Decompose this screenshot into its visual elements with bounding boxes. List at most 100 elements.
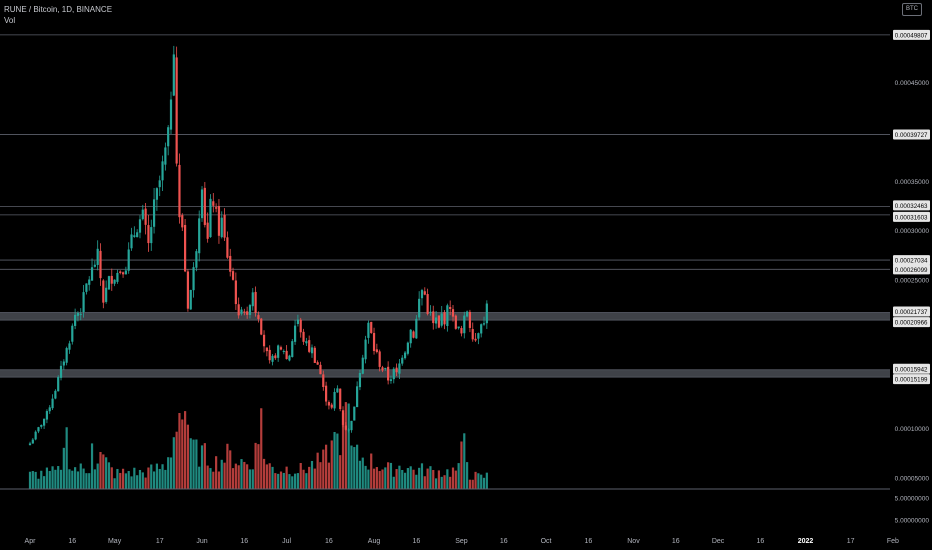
volume-bar xyxy=(88,473,91,489)
volume-bar xyxy=(313,468,316,489)
volume-bar xyxy=(412,469,415,489)
candle-body xyxy=(480,324,483,334)
time-tick-label: Jul xyxy=(282,538,291,545)
candle-body xyxy=(350,420,353,431)
candle-body xyxy=(217,205,221,236)
time-tick-label: Oct xyxy=(541,538,552,545)
price-axis[interactable]: 0.00045000 0.00035000 0.00030000 0.00025000… xyxy=(893,29,930,525)
price-level-label: 0.00015942 xyxy=(895,366,928,373)
price-level-tag xyxy=(893,29,930,40)
price-level-label: 0.00039727 xyxy=(895,132,928,139)
candle-body xyxy=(296,319,299,325)
volume-bar xyxy=(344,402,347,489)
volume-bar xyxy=(392,476,395,489)
candle-body xyxy=(200,189,204,219)
candle-body xyxy=(471,329,474,340)
candle-body xyxy=(40,424,43,427)
price-level-label: 0.00026099 xyxy=(895,267,928,274)
candle-body xyxy=(229,255,232,272)
volume-bar xyxy=(299,462,302,489)
volume-bar xyxy=(189,438,192,489)
volume-bar xyxy=(212,471,215,489)
volume-bar xyxy=(254,442,257,489)
candle-body xyxy=(138,219,142,233)
volume-bar xyxy=(54,469,57,489)
candle-body xyxy=(155,188,158,200)
candle-body xyxy=(310,347,314,354)
candle-body xyxy=(212,201,215,206)
volume-bar xyxy=(186,424,190,489)
price-level-tag xyxy=(893,255,930,266)
price-level-label: 0.00027034 xyxy=(895,258,928,265)
price-level-tag xyxy=(893,363,930,374)
time-tick-label: Jun xyxy=(196,538,207,545)
volume-bar xyxy=(274,473,277,489)
candle-body xyxy=(426,294,429,314)
candle-body xyxy=(406,342,409,354)
candle-body xyxy=(443,312,446,325)
volume-bar xyxy=(175,431,178,489)
candle-body xyxy=(113,279,116,284)
volume-bar xyxy=(130,476,133,489)
candle-body xyxy=(316,362,319,365)
candle-body xyxy=(415,318,418,339)
time-axis[interactable]: Apr 16 May 17 Jun 16 Jul 16 Aug 16 Sep 16 Oct 16 Nov 16… xyxy=(25,538,900,545)
candle-body xyxy=(282,350,285,352)
volume-bar xyxy=(121,468,125,489)
candle-body xyxy=(322,374,325,388)
candle-body xyxy=(302,331,305,342)
currency-button[interactable]: BTC xyxy=(902,3,922,16)
volume-bar xyxy=(102,454,105,489)
volume-bar xyxy=(336,433,339,489)
candle-body xyxy=(375,349,378,353)
volume-bar xyxy=(62,447,65,489)
volume-bar xyxy=(350,445,353,489)
volume-bar xyxy=(477,473,480,489)
volume-bar xyxy=(133,467,136,489)
volume-bar xyxy=(76,471,80,489)
candle-body xyxy=(220,217,223,238)
candle-body xyxy=(121,272,125,275)
volume-bar xyxy=(333,432,336,489)
candle-body xyxy=(401,357,404,364)
volume-bar xyxy=(246,464,249,489)
candle-body xyxy=(347,429,350,431)
candle-body xyxy=(285,350,288,360)
candle-body xyxy=(34,431,37,440)
price-tick-label: 0.00005000 xyxy=(895,476,930,483)
volume-label: Vol xyxy=(4,16,16,25)
candle-body xyxy=(440,313,443,326)
volume-bar xyxy=(127,470,130,489)
candle-body xyxy=(62,361,65,366)
candle-body xyxy=(231,271,235,280)
volume-bar xyxy=(136,475,139,489)
candle-body xyxy=(71,325,74,342)
time-tick-label: 16 xyxy=(240,538,248,545)
time-tick-label: 16 xyxy=(500,538,508,545)
candle-body xyxy=(389,379,393,381)
volume-bar xyxy=(310,460,314,489)
volume-bar xyxy=(437,470,440,489)
candle-body xyxy=(418,298,421,318)
time-tick-label: 17 xyxy=(156,538,164,545)
candle-body xyxy=(449,307,452,309)
candle-body xyxy=(265,347,268,352)
candle-body xyxy=(74,314,77,326)
price-level-tag xyxy=(893,200,930,211)
candle-body xyxy=(150,227,153,244)
volume-bar xyxy=(37,478,40,489)
candle-body xyxy=(257,315,260,320)
volume-bar xyxy=(257,444,260,489)
volume-bar xyxy=(119,472,122,489)
price-level-tag xyxy=(893,306,930,317)
candle-body xyxy=(57,377,60,392)
volume-bar xyxy=(169,457,173,489)
volume-bar xyxy=(454,470,457,489)
volume-bar xyxy=(107,462,111,489)
volume-bar xyxy=(271,466,274,489)
candle-body xyxy=(246,311,249,315)
time-tick-label: Nov xyxy=(627,538,640,545)
time-tick-label: Feb xyxy=(887,538,899,545)
volume-bar xyxy=(347,403,350,489)
